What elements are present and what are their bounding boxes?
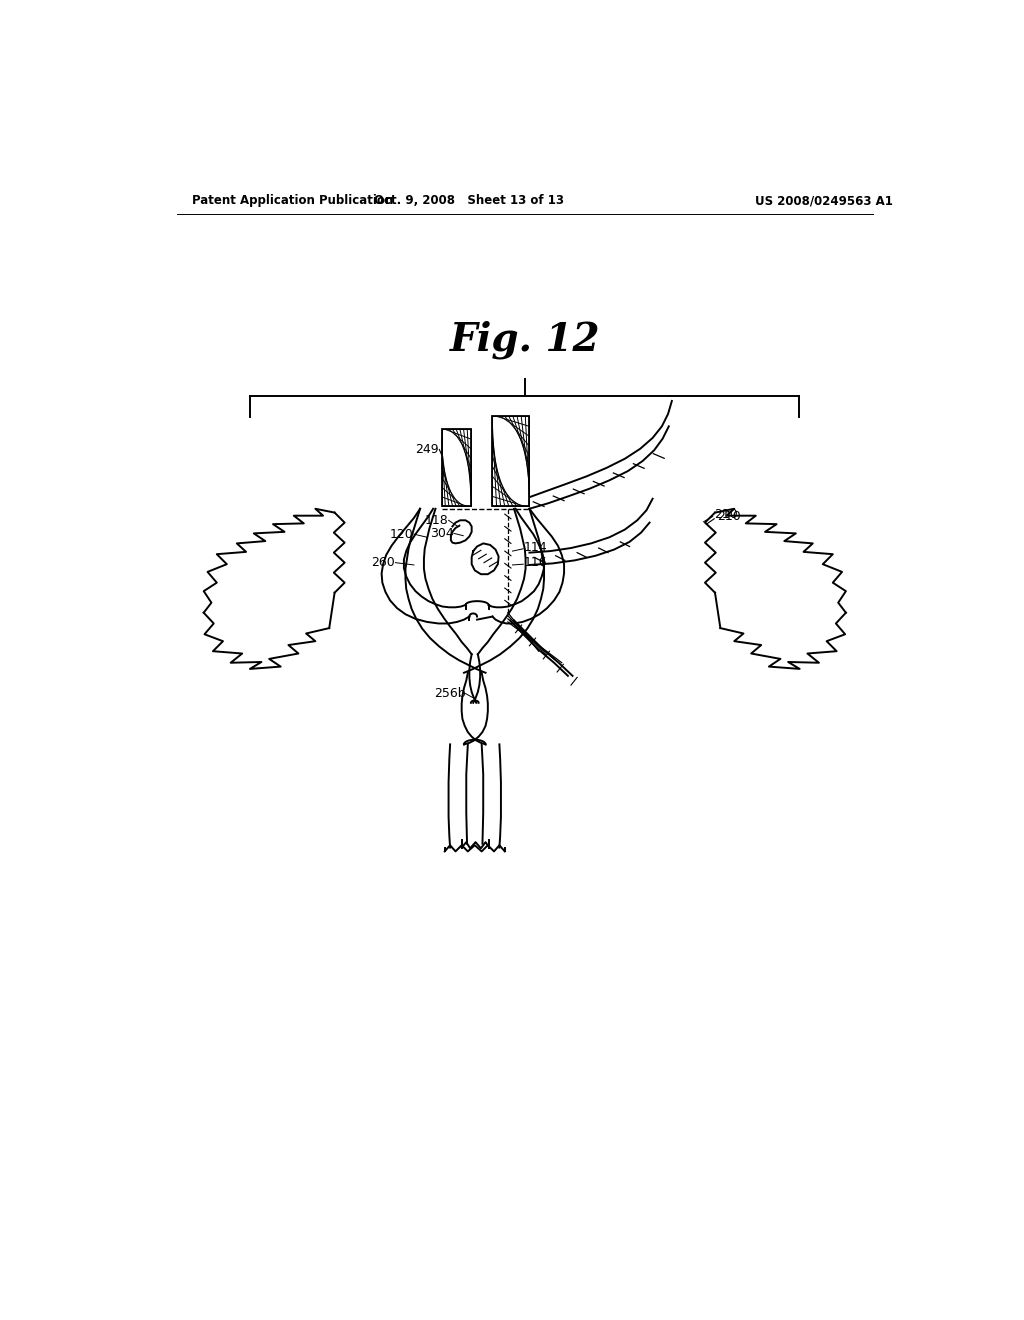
Text: 118: 118 [425, 513, 449, 527]
Bar [493, 416, 529, 507]
Bar [441, 429, 471, 507]
Text: 120: 120 [390, 528, 414, 541]
Polygon shape [472, 544, 499, 574]
Text: 260: 260 [371, 556, 394, 569]
Text: Fig. 12: Fig. 12 [450, 321, 600, 359]
Text: 116: 116 [523, 556, 547, 569]
Text: Oct. 9, 2008   Sheet 13 of 13: Oct. 9, 2008 Sheet 13 of 13 [375, 194, 564, 207]
Text: 210: 210 [717, 510, 741, 523]
Text: 256b: 256b [434, 686, 466, 700]
Text: Patent Application Publication: Patent Application Publication [193, 194, 393, 207]
Text: 304: 304 [430, 527, 454, 540]
Text: US 2008/0249563 A1: US 2008/0249563 A1 [755, 194, 893, 207]
Text: 249: 249 [415, 444, 438, 455]
Text: 210: 210 [714, 508, 738, 520]
Text: 114: 114 [523, 541, 547, 554]
